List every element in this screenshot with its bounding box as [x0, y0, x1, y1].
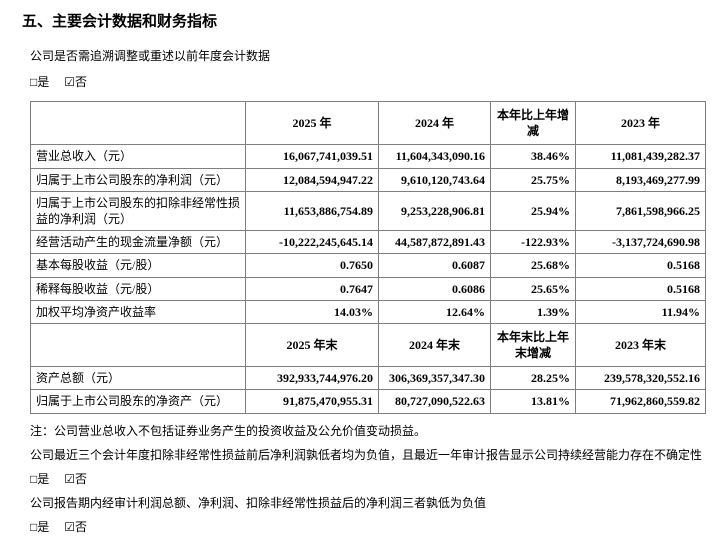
- value-2025: 0.7650: [245, 253, 379, 278]
- value-2023: 11,081,439,282.37: [575, 144, 706, 169]
- table-row-diluted-eps: 稀释每股收益（元/股） 0.7647 0.6086 25.65% 0.5168: [30, 276, 706, 301]
- negative-profit-answer: □是 ☑否: [30, 518, 705, 536]
- checkbox-unchecked-yes: □是: [30, 75, 50, 89]
- value-change: 25.65%: [490, 276, 576, 301]
- table-row-revenue: 营业总收入（元） 16,067,741,039.51 11,604,343,09…: [30, 144, 706, 169]
- note-revenue-scope: 注：公司营业总收入不包括证券业务产生的投资收益及公允价值变动损益。: [30, 423, 427, 438]
- col-header-2024: 2024 年: [378, 100, 491, 146]
- value-2025: 16,067,741,039.51: [245, 144, 379, 169]
- value-2025: 392,933,744,976.20: [245, 366, 379, 391]
- checkbox-checked-no: ☑否: [64, 471, 88, 486]
- value-change: 13.81%: [490, 389, 576, 414]
- table-header-row-period-end: 2025 年末 2024 年末 本年末比上年末增减 2023 年末: [30, 322, 706, 368]
- negative-profit-question: 公司报告期内经审计利润总额、净利润、扣除非经常性损益后的净利润三者孰低为负值: [30, 495, 487, 510]
- col-header-2025-end: 2025 年末: [245, 322, 379, 368]
- section-title: 五、主要会计数据和财务指标: [22, 14, 218, 30]
- notes-section: 注：公司营业总收入不包括证券业务产生的投资收益及公允价值变动损益。 公司最近三个…: [30, 422, 705, 536]
- row-label: 归属于上市公司股东的净资产（元）: [30, 389, 246, 414]
- value-change: 1.39%: [490, 299, 576, 324]
- checkbox-unchecked-yes: □是: [30, 519, 50, 534]
- value-change: -122.93%: [490, 230, 576, 255]
- value-2023: 0.5168: [575, 276, 706, 301]
- checkbox-unchecked-yes: □是: [30, 471, 50, 486]
- row-label: 基本每股收益（元/股）: [30, 253, 246, 278]
- value-2023: 0.5168: [575, 253, 706, 278]
- row-label: 资产总额（元）: [30, 366, 246, 391]
- table-row-total-assets: 资产总额（元） 392,933,744,976.20 306,369,357,3…: [30, 366, 706, 391]
- financial-indicators-table: 2025 年 2024 年 本年比上年增减 2023 年 营业总收入（元） 16…: [30, 100, 706, 414]
- col-header-2025: 2025 年: [245, 100, 379, 146]
- value-2025: -10,222,245,645.14: [245, 230, 379, 255]
- value-change: 28.25%: [490, 366, 576, 391]
- table-row-net-profit: 归属于上市公司股东的净利润（元） 12,084,594,947.22 9,610…: [30, 167, 706, 192]
- value-2024: 44,587,872,891.43: [378, 230, 491, 255]
- row-label: 稀释每股收益（元/股）: [30, 276, 246, 301]
- table-row-weighted-roe: 加权平均净资产收益率 14.03% 12.64% 1.39% 11.94%: [30, 299, 706, 324]
- value-2024: 11,604,343,090.16: [378, 144, 491, 169]
- value-2024: 9,253,228,906.81: [378, 190, 491, 232]
- table-row-basic-eps: 基本每股收益（元/股） 0.7650 0.6087 25.68% 0.5168: [30, 253, 706, 278]
- table-header-row-annual: 2025 年 2024 年 本年比上年增减 2023 年: [30, 100, 706, 146]
- value-2024: 12.64%: [378, 299, 491, 324]
- col-header-2023-end: 2023 年末: [575, 322, 706, 368]
- value-2025: 91,875,470,955.31: [245, 389, 379, 414]
- table-row-net-profit-excl-nonrecurring: 归属于上市公司股东的扣除非经常性损益的净利润（元） 11,653,886,754…: [30, 190, 706, 232]
- going-concern-question: 公司最近三个会计年度扣除非经常性损益前后净利润孰低者均为负值，且最近一年审计报告…: [30, 447, 703, 462]
- value-2024: 0.6086: [378, 276, 491, 301]
- row-label: 加权平均净资产收益率: [30, 299, 246, 324]
- value-change: 25.75%: [490, 167, 576, 192]
- table-row-operating-cash-flow: 经营活动产生的现金流量净额（元） -10,222,245,645.14 44,5…: [30, 230, 706, 255]
- row-label: 归属于上市公司股东的净利润（元）: [30, 167, 246, 192]
- checkbox-checked-no: ☑否: [64, 519, 88, 534]
- going-concern-answer: □是 ☑否: [30, 470, 705, 488]
- col-header-change: 本年比上年增减: [490, 100, 576, 146]
- value-2025: 11,653,886,754.89: [245, 190, 379, 232]
- corner-cell: [30, 100, 246, 146]
- value-2023: 7,861,598,966.25: [575, 190, 706, 232]
- value-2025: 12,084,594,947.22: [245, 167, 379, 192]
- value-2024: 9,610,120,743.64: [378, 167, 491, 192]
- row-label: 经营活动产生的现金流量净额（元）: [30, 230, 246, 255]
- checkbox-checked-no: ☑否: [64, 75, 88, 89]
- value-change: 25.94%: [490, 190, 576, 232]
- value-2023: -3,137,724,690.98: [575, 230, 706, 255]
- col-header-2023: 2023 年: [575, 100, 706, 146]
- col-header-end-change: 本年末比上年末增减: [490, 322, 576, 368]
- col-header-2024-end: 2024 年末: [378, 322, 491, 368]
- value-2024: 80,727,090,522.63: [378, 389, 491, 414]
- row-label: 营业总收入（元）: [30, 144, 246, 169]
- value-2025: 0.7647: [245, 276, 379, 301]
- table-row-net-assets: 归属于上市公司股东的净资产（元） 91,875,470,955.31 80,72…: [30, 389, 706, 414]
- value-2023: 11.94%: [575, 299, 706, 324]
- value-2024: 0.6087: [378, 253, 491, 278]
- value-2023: 71,962,860,559.82: [575, 389, 706, 414]
- value-2024: 306,369,357,347.30: [378, 366, 491, 391]
- value-2023: 239,578,320,552.16: [575, 366, 706, 391]
- value-change: 25.68%: [490, 253, 576, 278]
- value-2025: 14.03%: [245, 299, 379, 324]
- restatement-question: 公司是否需追溯调整或重述以前年度会计数据: [30, 49, 271, 63]
- row-label: 归属于上市公司股东的扣除非经常性损益的净利润（元）: [30, 190, 246, 232]
- restatement-answer: □是 ☑否: [30, 73, 705, 91]
- value-2023: 8,193,469,277.99: [575, 167, 706, 192]
- value-change: 38.46%: [490, 144, 576, 169]
- corner-cell: [30, 322, 246, 368]
